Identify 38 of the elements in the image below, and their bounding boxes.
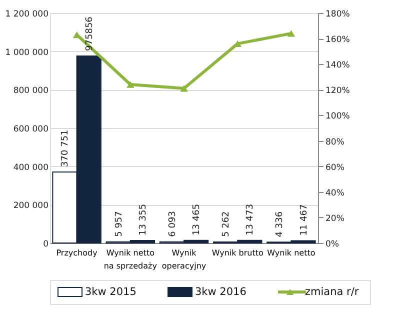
x-tick-label: Wynik netto na sprzedaży (104, 248, 158, 270)
y2-tick-label: 40% (326, 188, 344, 198)
data-label: 4 336 (275, 211, 286, 238)
y-tick-label: 800 000 (13, 86, 48, 96)
y-tick-label: 200 000 (13, 201, 48, 212)
y-tick-label: 1 200 000 (5, 10, 48, 20)
data-label: 5 957 (114, 211, 124, 237)
y2-tick-label: 160% (326, 35, 350, 46)
y-tick-label: 0 (43, 240, 48, 250)
data-label: 975856 (84, 16, 95, 51)
x-tick-label: Wynik brutto (212, 248, 264, 258)
y2-tick-label: 120% (326, 86, 350, 96)
x-tick-label: Przychody (56, 248, 98, 258)
x-tick-label: Wynik operacyjny (162, 248, 206, 270)
data-label: 5 262 (222, 211, 232, 237)
y2-tick-label: 20% (326, 214, 344, 224)
y2-tick-label: 140% (326, 60, 350, 71)
point (287, 30, 296, 37)
data-label: 13 355 (138, 204, 148, 236)
data-label: 370 751 (60, 130, 71, 167)
y2-tick-label: 0% (326, 240, 339, 250)
y-tick-label: 400 000 (13, 162, 48, 173)
point (126, 81, 134, 88)
data-label: 13 473 (246, 204, 256, 236)
legend-label: 3kw 2015 (85, 286, 136, 298)
y2-tick-label: 80% (326, 137, 344, 148)
y2-tick-label: 100% (326, 112, 350, 122)
data-label: 13 465 (192, 204, 202, 236)
y-tick-label: 600 000 (13, 124, 48, 134)
y2-tick-label: 180% (326, 10, 350, 20)
legend-label: zmiana r/r (305, 286, 360, 298)
data-label: 6 093 (168, 211, 178, 237)
x-tick-label: Wynik netto (267, 248, 316, 258)
y-tick-label: 1 000 000 (5, 48, 48, 58)
y2-tick-label: 60% (326, 162, 344, 173)
data-label: 11 467 (299, 204, 310, 236)
legend-label: 3kw 2016 (195, 286, 247, 298)
point (180, 85, 188, 92)
